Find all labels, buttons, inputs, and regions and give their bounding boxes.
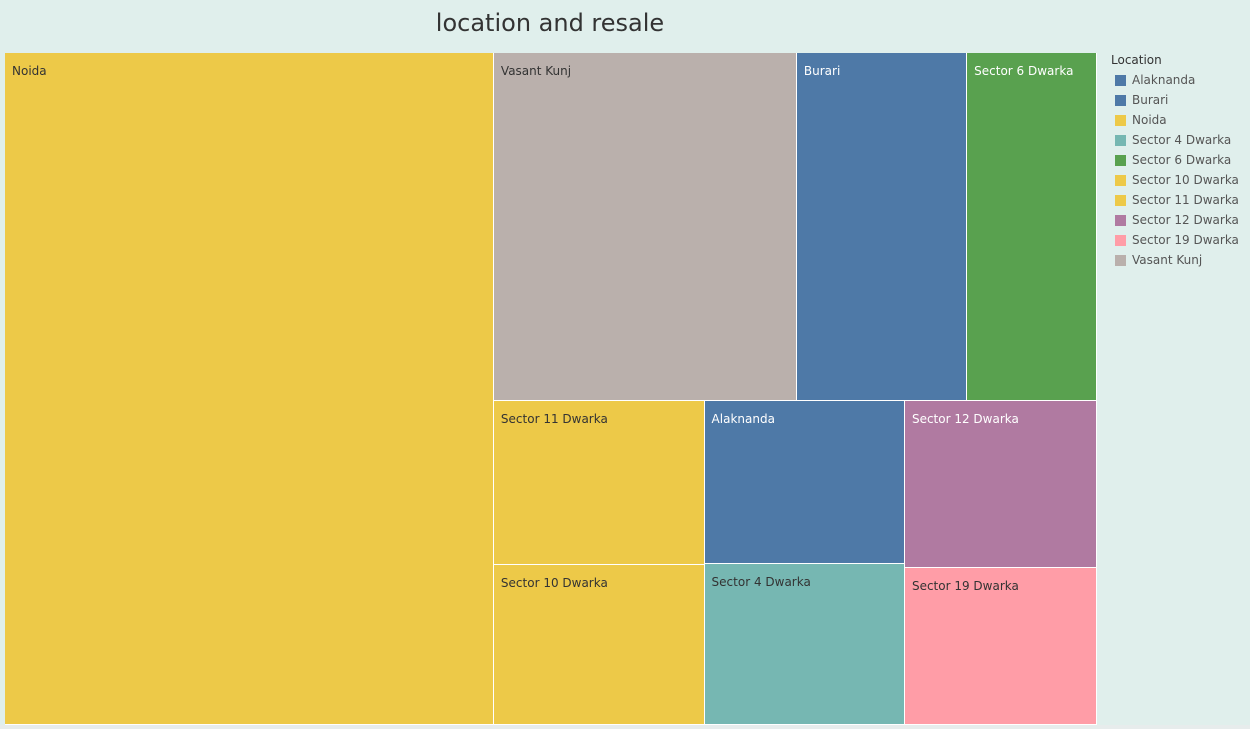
- legend-swatch: [1115, 194, 1126, 206]
- treemap-tile-label: Sector 4 Dwarka: [711, 574, 811, 589]
- legend-swatch: [1115, 94, 1126, 106]
- treemap-tile[interactable]: Sector 4 Dwarka: [704, 563, 905, 725]
- treemap-tile-label: Sector 12 Dwarka: [911, 411, 1019, 426]
- legend-label: Noida: [1132, 113, 1167, 127]
- legend-swatch: [1115, 74, 1126, 86]
- treemap-tile[interactable]: Sector 19 Dwarka: [904, 568, 1097, 725]
- legend-item[interactable]: Vasant Kunj: [1111, 250, 1246, 270]
- legend-item[interactable]: Alaknanda: [1111, 70, 1246, 90]
- legend-label: Sector 4 Dwarka: [1132, 133, 1232, 147]
- treemap-tile-label: Burari: [803, 64, 841, 78]
- legend-item[interactable]: Burari: [1111, 90, 1246, 110]
- legend-label: Sector 12 Dwarka: [1132, 213, 1239, 227]
- legend-item[interactable]: Noida: [1111, 110, 1246, 130]
- legend-item[interactable]: Sector 6 Dwarka: [1111, 150, 1246, 170]
- legend-swatch: [1115, 134, 1126, 146]
- legend-label: Sector 6 Dwarka: [1132, 153, 1232, 167]
- legend-item[interactable]: Sector 19 Dwarka: [1111, 230, 1246, 250]
- treemap-tile-label: Sector 6 Dwarka: [974, 64, 1074, 78]
- legend-items: Alaknanda Burari Noida Sector 4 Dwarka Secto…: [1111, 70, 1246, 270]
- treemap-tile[interactable]: Vasant Kunj: [493, 53, 797, 401]
- legend-label: Sector 19 Dwarka: [1132, 233, 1239, 247]
- treemap-tile[interactable]: Noida: [5, 53, 494, 725]
- legend-label: Vasant Kunj: [1132, 253, 1203, 267]
- legend-label: Alaknanda: [1132, 73, 1196, 87]
- legend-label: Sector 10 Dwarka: [1132, 173, 1239, 187]
- treemap-tile[interactable]: Sector 6 Dwarka: [967, 53, 1097, 401]
- treemap-tile[interactable]: Sector 10 Dwarka: [493, 564, 705, 725]
- chart-title: location and resale: [435, 9, 665, 37]
- treemap-tile-label: Sector 19 Dwarka: [911, 579, 1019, 594]
- legend-swatch: [1115, 114, 1126, 126]
- treemap-tile-label: Vasant Kunj: [500, 64, 572, 78]
- legend-item[interactable]: Sector 10 Dwarka: [1111, 170, 1246, 190]
- treemap-tile-label: Noida: [12, 64, 47, 78]
- legend-swatch: [1115, 174, 1126, 186]
- treemap-tile-label: Sector 11 Dwarka: [500, 411, 608, 426]
- legend-swatch: [1115, 154, 1126, 166]
- treemap-tile[interactable]: Sector 11 Dwarka: [493, 400, 705, 565]
- legend-title: Location: [1111, 53, 1162, 67]
- treemap-tile-label: Alaknanda: [711, 411, 775, 426]
- treemap-tile[interactable]: Sector 12 Dwarka: [904, 400, 1097, 569]
- legend-item[interactable]: Sector 12 Dwarka: [1111, 210, 1246, 230]
- legend-item[interactable]: Sector 11 Dwarka: [1111, 190, 1246, 210]
- treemap-tile[interactable]: Burari: [796, 53, 968, 401]
- legend-label: Burari: [1132, 93, 1169, 107]
- treemap-tile[interactable]: Alaknanda: [704, 400, 905, 564]
- treemap-area: Noida Vasant Kunj Burari Sector 6 Dwarka Sec…: [5, 53, 1097, 725]
- legend-swatch: [1115, 254, 1126, 266]
- legend-swatch: [1115, 214, 1126, 226]
- legend-item[interactable]: Sector 4 Dwarka: [1111, 130, 1246, 150]
- bottom-strip: [0, 725, 1250, 729]
- legend-swatch: [1115, 234, 1126, 246]
- legend: Location Alaknanda Burari Noida Sector 4 Dw…: [1111, 53, 1246, 270]
- legend-label: Sector 11 Dwarka: [1132, 193, 1239, 207]
- treemap-tile-label: Sector 10 Dwarka: [500, 575, 608, 590]
